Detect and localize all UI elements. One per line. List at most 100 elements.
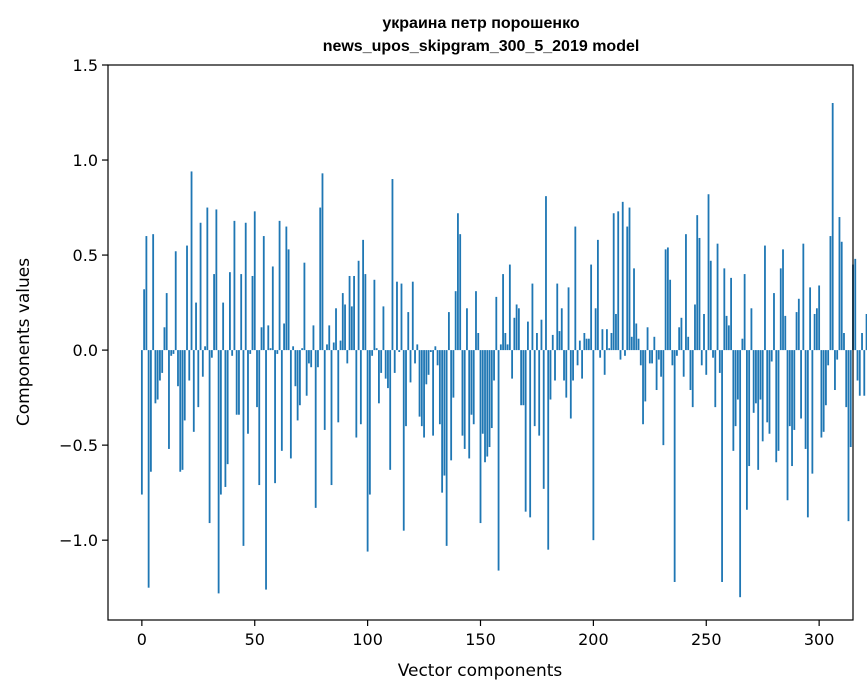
bar-130 bbox=[434, 346, 437, 351]
bar-47 bbox=[247, 350, 249, 434]
bar-218 bbox=[633, 268, 635, 351]
bar-173 bbox=[531, 283, 534, 351]
plot-frame bbox=[107, 64, 854, 621]
x-axis-label: Vector components bbox=[398, 661, 563, 681]
bar-275 bbox=[761, 350, 764, 442]
bar-142 bbox=[461, 350, 464, 436]
bar-288 bbox=[791, 350, 793, 467]
bar-207 bbox=[608, 348, 611, 351]
bar-265 bbox=[739, 350, 742, 598]
bar-273 bbox=[757, 350, 760, 470]
bar-318 bbox=[858, 350, 861, 396]
bar-43 bbox=[238, 350, 240, 415]
bar-65 bbox=[287, 249, 290, 351]
bar-136 bbox=[447, 312, 450, 351]
bar-71 bbox=[301, 348, 304, 351]
bar-200 bbox=[592, 350, 595, 541]
bar-198 bbox=[587, 338, 590, 351]
bar-247 bbox=[698, 237, 701, 351]
bar-176 bbox=[538, 350, 541, 436]
bar-137 bbox=[450, 350, 453, 461]
bar-118 bbox=[407, 312, 410, 351]
bar-178 bbox=[542, 350, 545, 489]
bar-110 bbox=[389, 350, 392, 470]
bar-254 bbox=[714, 350, 717, 408]
bar-233 bbox=[666, 247, 669, 351]
bar-101 bbox=[368, 350, 371, 495]
bar-246 bbox=[696, 215, 699, 351]
bar-272 bbox=[755, 350, 757, 404]
bar-180 bbox=[547, 350, 550, 550]
bar-164 bbox=[511, 350, 514, 379]
bar-215 bbox=[626, 226, 629, 351]
bar-132 bbox=[438, 350, 441, 425]
bar-240 bbox=[682, 350, 685, 377]
bar-291 bbox=[797, 298, 800, 351]
bar-34 bbox=[217, 350, 220, 594]
bar-145 bbox=[468, 350, 471, 459]
bar-231 bbox=[662, 350, 665, 446]
y-tick-label: 1.0 bbox=[73, 151, 98, 170]
bar-84 bbox=[330, 350, 333, 486]
bar-148 bbox=[475, 291, 477, 351]
bar-236 bbox=[673, 350, 676, 582]
chart-title-line-1: украина петр порошенко bbox=[382, 15, 580, 32]
bar-211 bbox=[617, 211, 620, 351]
bar-18 bbox=[181, 350, 184, 470]
bar-220 bbox=[637, 338, 640, 351]
bar-261 bbox=[730, 277, 732, 351]
bar-307 bbox=[834, 350, 836, 391]
x-tick-label: 100 bbox=[352, 630, 383, 649]
bar-319 bbox=[861, 333, 863, 351]
bar-60 bbox=[276, 350, 279, 354]
x-tick-label: 200 bbox=[578, 630, 609, 649]
bar-89 bbox=[341, 293, 344, 351]
bar-68 bbox=[294, 350, 297, 387]
bar-300 bbox=[818, 285, 821, 351]
bar-59 bbox=[274, 350, 276, 484]
bar-15 bbox=[174, 251, 177, 351]
bar-179 bbox=[545, 196, 547, 351]
bar-28 bbox=[204, 346, 206, 351]
bar-45 bbox=[242, 350, 245, 546]
bar-228 bbox=[655, 350, 658, 391]
bar-40 bbox=[231, 350, 234, 356]
x-tick-label: 150 bbox=[465, 630, 496, 649]
bar-201 bbox=[594, 308, 597, 351]
bar-93 bbox=[350, 306, 353, 351]
bar-222 bbox=[642, 350, 644, 425]
bar-299 bbox=[815, 308, 818, 351]
bar-295 bbox=[806, 350, 809, 518]
bar-66 bbox=[289, 350, 292, 459]
bar-7 bbox=[156, 350, 159, 400]
bar-212 bbox=[619, 350, 622, 360]
bar-237 bbox=[676, 350, 678, 356]
bar-58 bbox=[271, 266, 274, 351]
bar-174 bbox=[533, 350, 536, 427]
bar-306 bbox=[831, 103, 834, 351]
bar-8 bbox=[159, 350, 161, 381]
bar-104 bbox=[375, 348, 378, 351]
bar-27 bbox=[201, 350, 204, 377]
bar-17 bbox=[179, 350, 182, 472]
bar-51 bbox=[256, 350, 258, 408]
bar-35 bbox=[219, 350, 222, 495]
bar-19 bbox=[183, 350, 186, 421]
bar-208 bbox=[610, 333, 613, 351]
bar-52 bbox=[258, 350, 261, 486]
bar-243 bbox=[689, 350, 692, 391]
bar-2 bbox=[145, 236, 148, 351]
bar-238 bbox=[678, 327, 681, 351]
bar-224 bbox=[646, 327, 649, 351]
bar-280 bbox=[773, 293, 775, 351]
bar-203 bbox=[599, 350, 602, 358]
bar-296 bbox=[809, 287, 812, 351]
bar-298 bbox=[813, 313, 816, 351]
bar-269 bbox=[748, 350, 751, 467]
bar-293 bbox=[802, 243, 805, 351]
bar-284 bbox=[782, 249, 784, 351]
bar-124 bbox=[420, 350, 423, 427]
bar-100 bbox=[366, 350, 369, 552]
x-tick-label: 250 bbox=[691, 630, 722, 649]
